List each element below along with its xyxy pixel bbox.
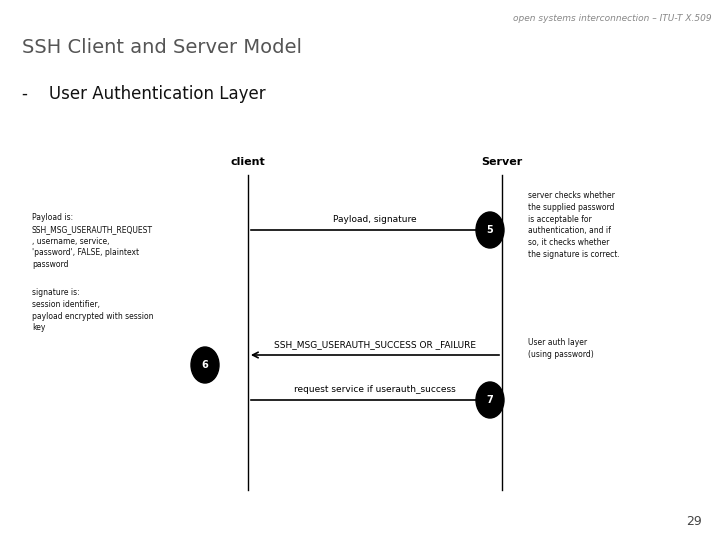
Ellipse shape [476,382,504,418]
Text: client: client [230,157,266,167]
Text: 7: 7 [487,395,493,405]
Text: 5: 5 [487,225,493,235]
Ellipse shape [476,212,504,248]
Text: Payload is:
SSH_MSG_USERAUTH_REQUEST
, username, service,
'password', FALSE, pla: Payload is: SSH_MSG_USERAUTH_REQUEST , u… [32,213,153,269]
Text: SSH_MSG_USERAUTH_SUCCESS OR _FAILURE: SSH_MSG_USERAUTH_SUCCESS OR _FAILURE [274,340,476,349]
Text: Server: Server [482,157,523,167]
Text: signature is:
session identifier,
payload encrypted with session
key: signature is: session identifier, payloa… [32,288,153,333]
Text: 29: 29 [686,515,702,528]
Text: User auth layer
(using password): User auth layer (using password) [528,338,594,359]
Text: SSH Client and Server Model: SSH Client and Server Model [22,38,302,57]
Text: Payload, signature: Payload, signature [333,215,417,224]
Text: server checks whether
the supplied password
is acceptable for
authentication, an: server checks whether the supplied passw… [528,191,620,259]
Text: -    User Authentication Layer: - User Authentication Layer [22,85,266,103]
Ellipse shape [191,347,219,383]
Text: 6: 6 [202,360,208,370]
Text: request service if userauth_success: request service if userauth_success [294,385,456,394]
Text: open systems interconnection – ITU-T X.509: open systems interconnection – ITU-T X.5… [513,14,712,23]
